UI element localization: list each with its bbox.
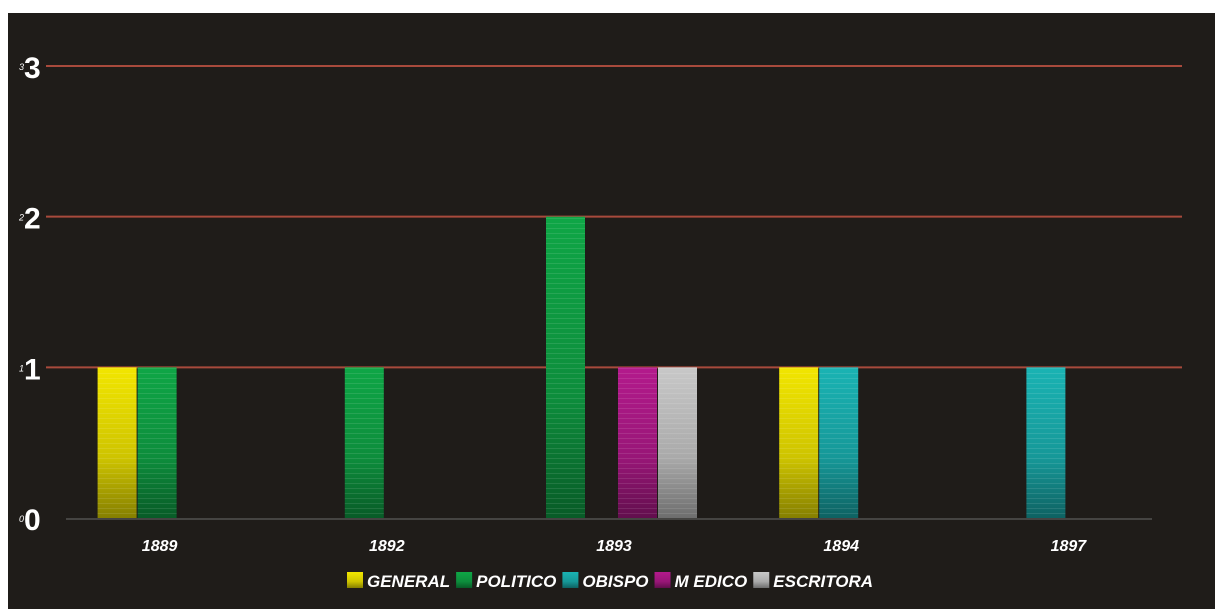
bar-texture — [546, 216, 585, 518]
x-tick-label: 1892 — [369, 538, 405, 555]
bars — [97, 216, 1066, 518]
legend-label: OBISPO — [582, 572, 648, 591]
y-tick-minor-label: 3 — [19, 62, 24, 72]
y-tick-minor-label: 2 — [18, 213, 24, 223]
legend-label: POLITICO — [476, 572, 556, 591]
y-axis: 0 0 1 1 2 2 3 3 — [18, 52, 41, 537]
bar-chart: 0 0 1 1 2 2 3 3 1889 1892 1893 1894 1897 GENERAL POL… — [18, 52, 1182, 591]
bar-texture — [618, 367, 657, 518]
x-tick-label: 1893 — [596, 538, 632, 555]
x-axis: 1889 1892 1893 1894 1897 — [142, 538, 1087, 555]
y-tick-minor-label: 0 — [19, 514, 24, 524]
legend-swatch — [654, 572, 671, 588]
legend-label: GENERAL — [367, 572, 450, 591]
bar-texture — [779, 367, 819, 518]
y-tick-label: 3 — [24, 52, 41, 85]
x-tick-label: 1889 — [142, 538, 178, 555]
legend-swatch — [347, 572, 363, 588]
legend-label: M EDICO — [675, 572, 748, 591]
bar-texture — [97, 367, 137, 518]
legend-swatch — [456, 572, 473, 588]
y-tick-label: 1 — [24, 353, 41, 386]
y-tick-label: 2 — [24, 203, 41, 236]
legend: GENERAL POLITICO OBISPO M EDICO ESCRITORA — [347, 572, 873, 591]
x-tick-label: 1897 — [1051, 538, 1088, 555]
x-tick-label: 1894 — [823, 538, 859, 555]
bar-texture — [658, 367, 697, 518]
y-tick-minor-label: 1 — [19, 363, 24, 373]
bar-texture — [137, 367, 177, 518]
grid-lines — [46, 65, 1182, 520]
y-tick-label: 0 — [24, 504, 41, 537]
bar-texture — [344, 367, 384, 518]
bar-texture — [819, 367, 859, 518]
bar-texture — [1026, 367, 1066, 518]
legend-swatch — [753, 572, 770, 588]
legend-label: ESCRITORA — [773, 572, 873, 591]
legend-swatch — [562, 572, 579, 588]
